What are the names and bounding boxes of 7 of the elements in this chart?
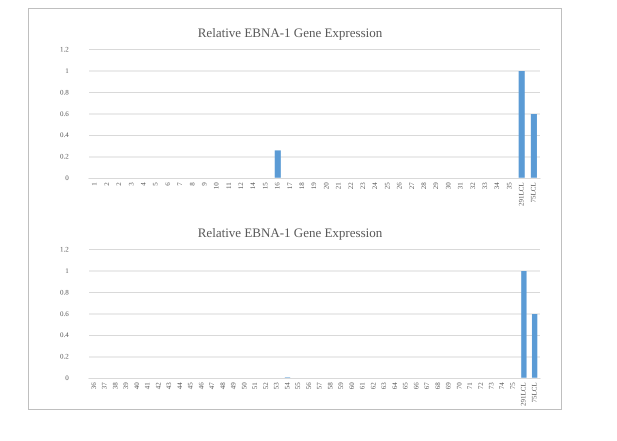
bar xyxy=(274,150,281,178)
bar xyxy=(532,314,538,378)
chart-title: Relative EBNA-1 Gene Expression xyxy=(198,25,383,40)
chart-title: Relative EBNA-1 Gene Expression xyxy=(198,225,383,240)
bar xyxy=(521,271,527,378)
bar xyxy=(530,114,537,178)
bar xyxy=(518,71,525,178)
